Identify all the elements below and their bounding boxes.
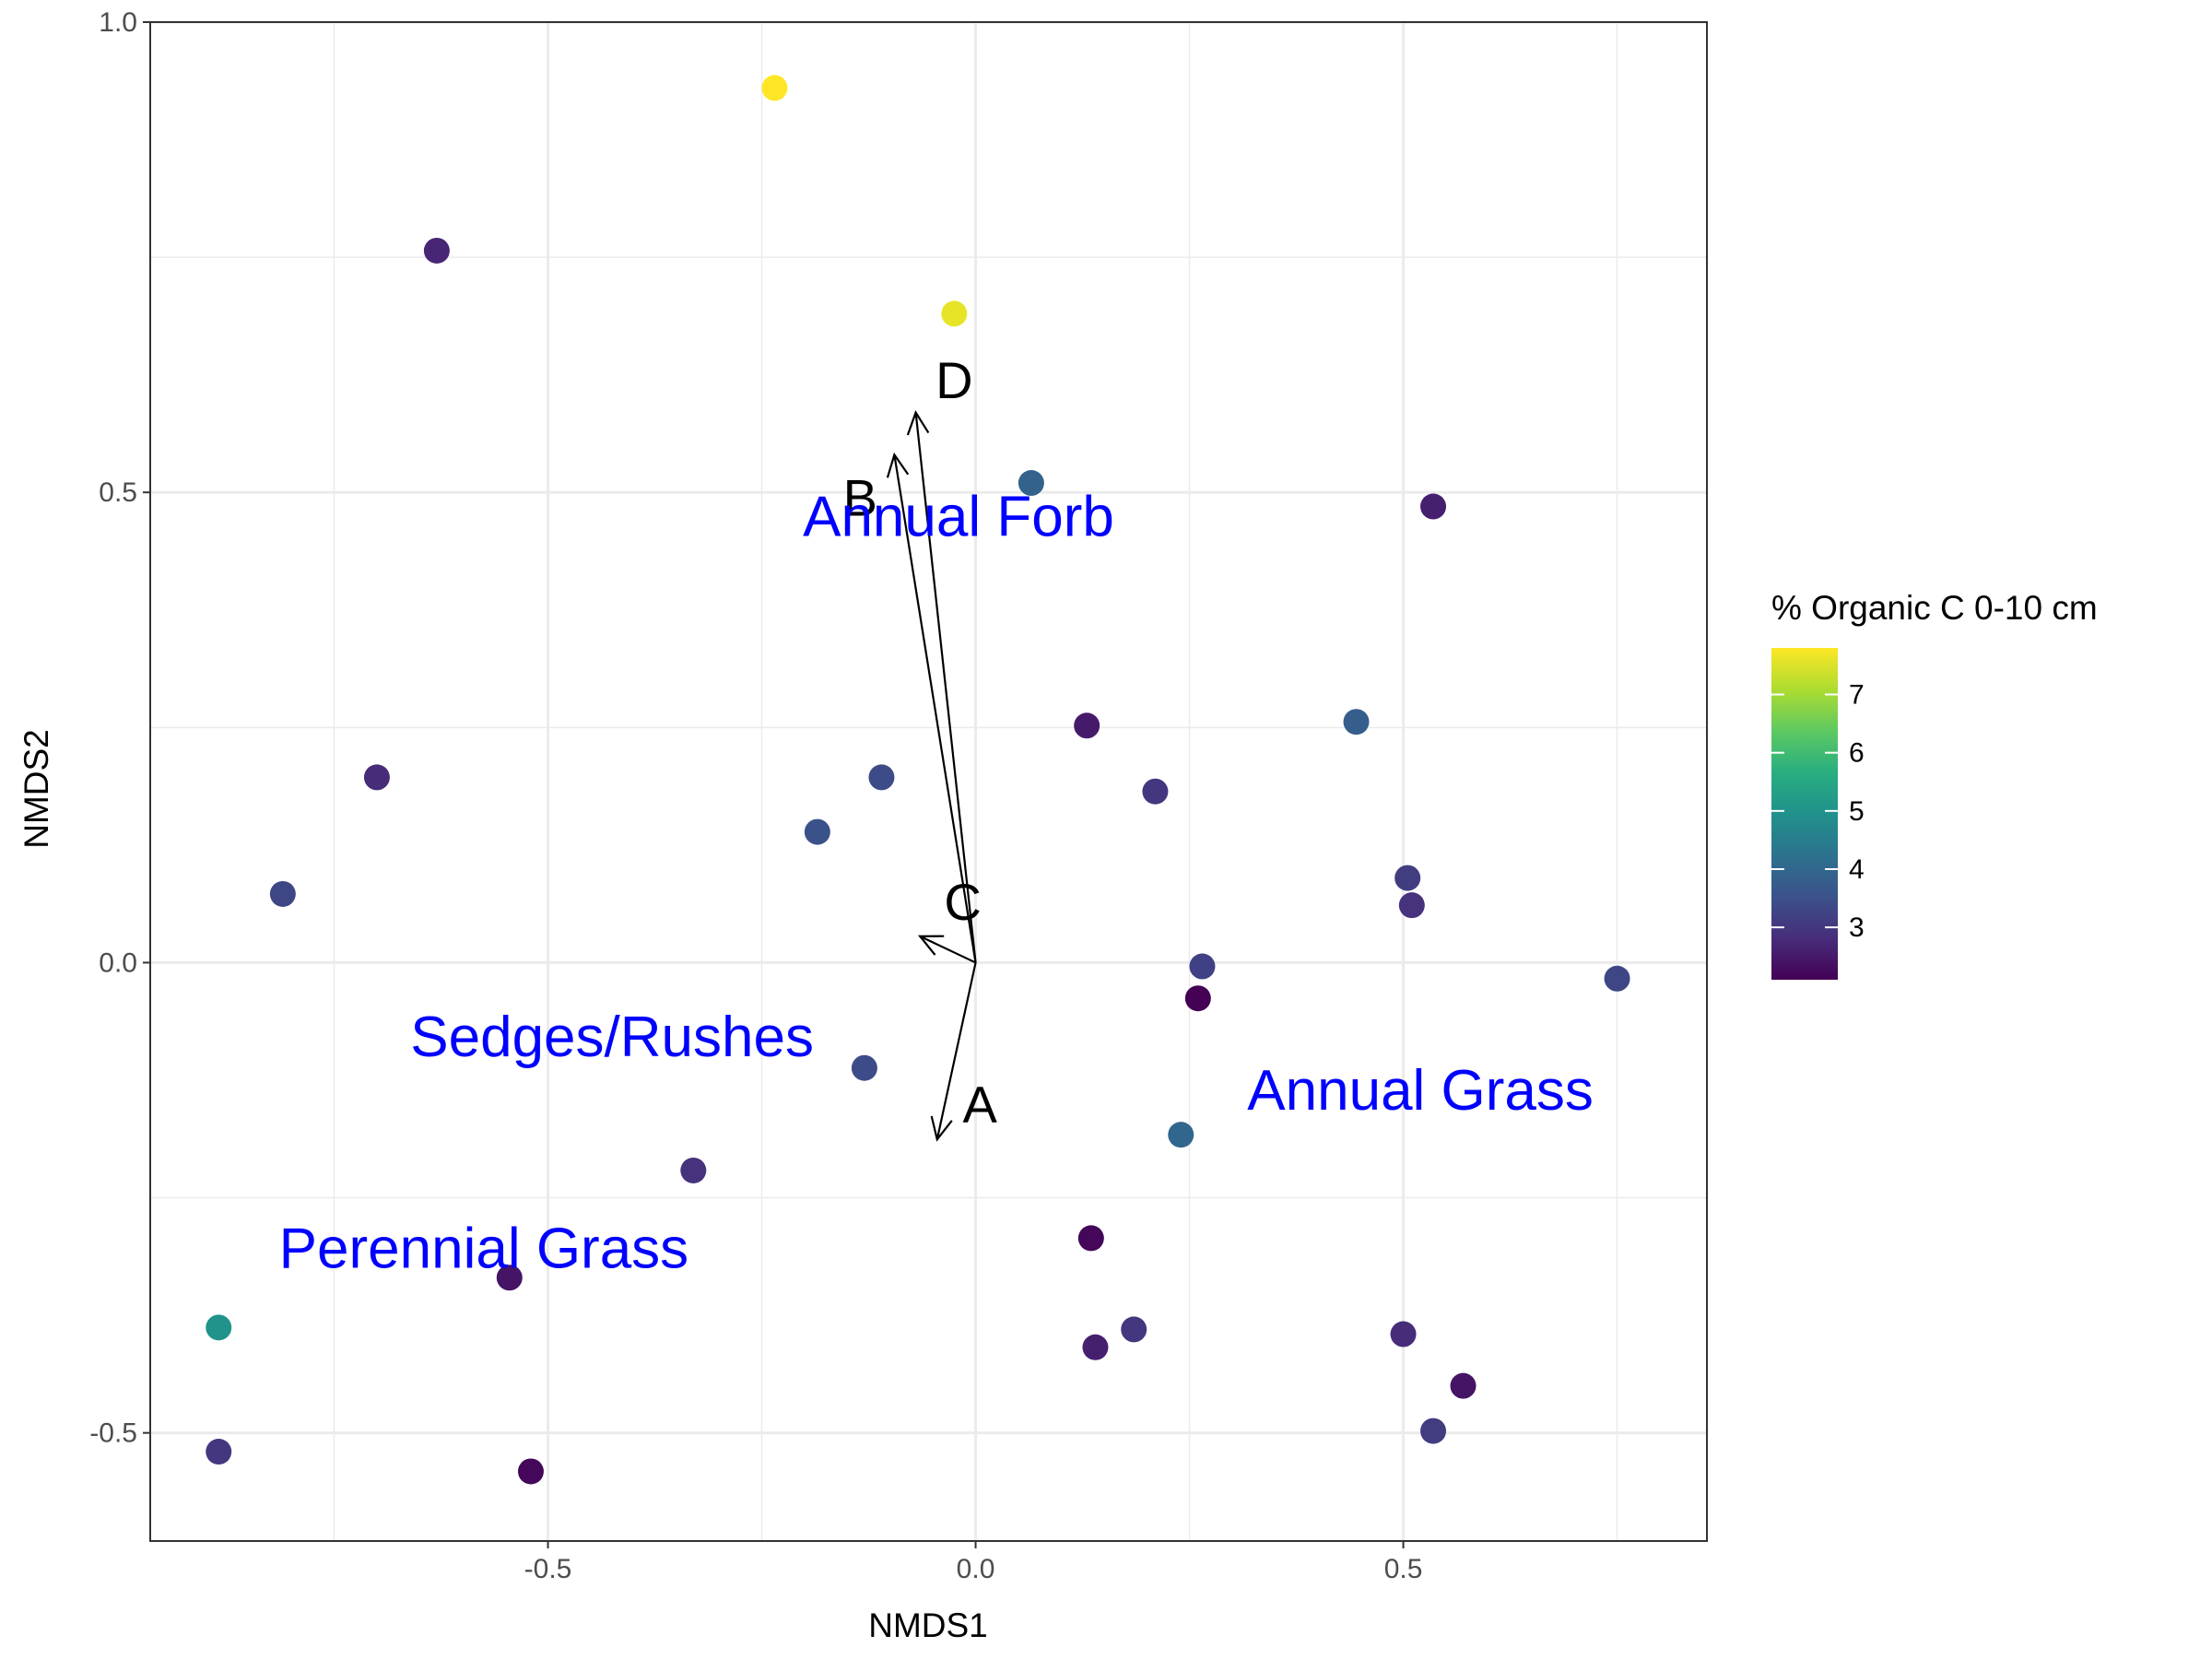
data-point	[1121, 1316, 1147, 1343]
data-point	[1189, 953, 1216, 980]
data-point	[496, 1265, 523, 1291]
plot-panel-border	[149, 21, 1708, 1542]
annotation-labels: A B C D Annual Forb Sedges/Rushes Annual Grass…	[279, 351, 1594, 1281]
legend-tick-label: 4	[1849, 854, 1865, 885]
y-axis-tick-label: 0.5	[99, 477, 137, 508]
vector-D-arrowhead	[906, 409, 930, 436]
data-point	[761, 75, 788, 101]
y-axis-tick-label: 1.0	[99, 7, 137, 38]
legend-tick-label: 5	[1849, 796, 1865, 827]
vector-label-A: A	[963, 1075, 998, 1133]
x-axis-title: NMDS1	[868, 1606, 988, 1644]
vector-C-line	[919, 935, 977, 964]
data-point	[680, 1157, 707, 1183]
vector-B-line	[893, 454, 977, 963]
legend-tick-label: 3	[1849, 912, 1865, 943]
data-point	[1394, 865, 1421, 891]
group-label: Annual Forb	[803, 486, 1114, 549]
data-point	[1142, 778, 1169, 805]
y-axis-tick-label: -0.5	[89, 1418, 137, 1449]
loading-vectors	[886, 409, 977, 1142]
data-point	[1074, 712, 1100, 739]
data-point	[1420, 493, 1447, 520]
vector-B-arrowhead	[886, 452, 910, 478]
y-axis-title: NMDS2	[18, 729, 55, 849]
vector-label-D: D	[935, 351, 972, 409]
data-point	[1450, 1372, 1477, 1399]
data-point	[1420, 1418, 1447, 1444]
vector-label-C: C	[944, 873, 981, 931]
legend-title: % Organic C 0-10 cm	[1771, 589, 2098, 627]
color-bar	[1771, 648, 1838, 980]
x-axis-tick-label: -0.5	[524, 1554, 572, 1584]
vector-A-line	[935, 962, 977, 1140]
data-point	[1077, 1225, 1104, 1252]
data-points	[206, 75, 1630, 1485]
data-point	[1604, 965, 1630, 992]
data-point	[423, 237, 450, 264]
data-point	[1390, 1321, 1417, 1347]
vector-A-arrowhead	[930, 1115, 953, 1142]
legend-tick-label: 7	[1849, 680, 1865, 711]
data-point	[1168, 1122, 1194, 1148]
data-point	[804, 818, 830, 845]
y-axis-tick-label: 0.0	[99, 947, 137, 978]
x-axis-tick-label: 0.0	[957, 1554, 995, 1584]
data-point	[517, 1458, 544, 1485]
vector-label-B: B	[843, 468, 877, 526]
vector-C-arrowhead	[917, 935, 945, 956]
group-label: Sedges/Rushes	[410, 1006, 814, 1069]
vector-D-line	[914, 412, 977, 963]
data-point	[851, 1054, 877, 1081]
data-point	[1082, 1334, 1109, 1360]
data-point	[941, 300, 968, 327]
data-point	[868, 764, 895, 791]
group-label: Perennial Grass	[279, 1218, 689, 1281]
color-legend: % Organic C 0-10 cm 3 4 5 6 7	[1771, 589, 2098, 980]
data-point	[1343, 709, 1370, 735]
data-point	[269, 880, 296, 907]
legend-ticks: 3 4 5 6 7	[1771, 680, 1865, 943]
x-axis-tick-label: 0.5	[1384, 1554, 1423, 1584]
axes: -0.5 0.0 0.5 -0.5 0.0 0.5 1.0	[89, 7, 1422, 1584]
data-point	[1184, 985, 1211, 1012]
data-point	[1398, 892, 1425, 919]
group-label: Annual Grass	[1247, 1059, 1594, 1123]
data-point	[363, 764, 390, 791]
legend-tick-label: 6	[1849, 738, 1865, 769]
data-point	[206, 1439, 232, 1465]
data-point	[206, 1314, 232, 1341]
data-point	[1018, 470, 1044, 497]
